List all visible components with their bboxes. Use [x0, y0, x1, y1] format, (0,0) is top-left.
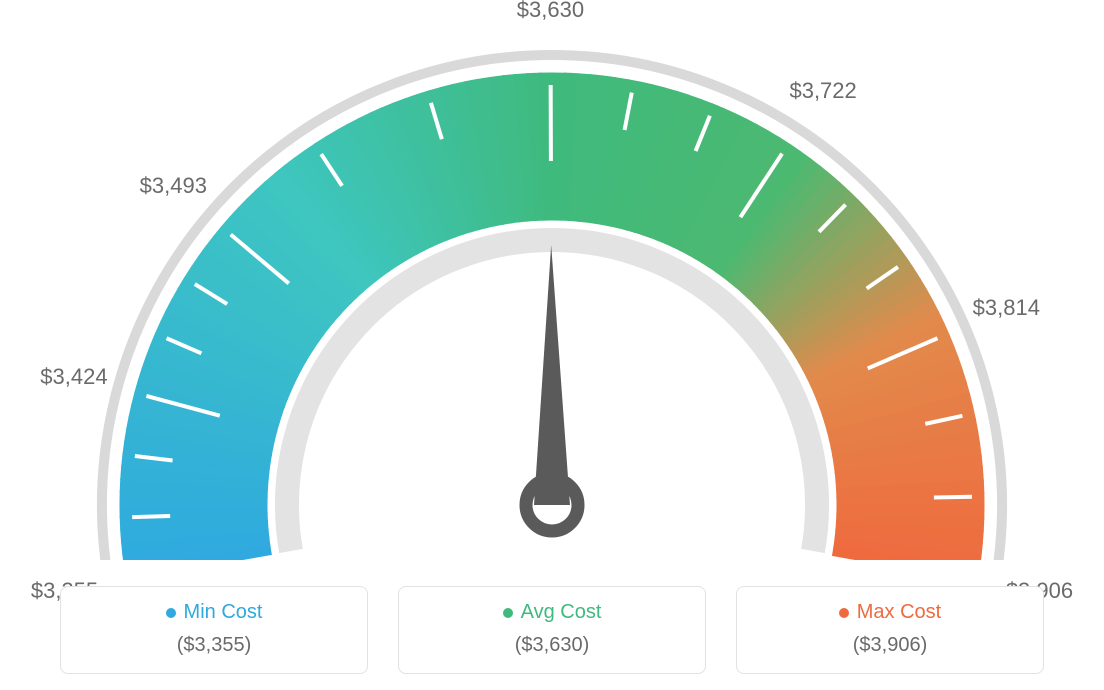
gauge-tick-label: $3,814: [973, 295, 1040, 321]
legend-label-min: Min Cost: [184, 601, 263, 623]
gauge-chart: $3,355$3,424$3,493$3,630$3,722$3,814$3,9…: [0, 0, 1104, 690]
legend-dot-avg: [503, 608, 513, 618]
legend-value-min: ($3,355): [71, 634, 357, 657]
gauge-tick-label: $3,493: [140, 173, 207, 199]
legend-title-min: Min Cost: [71, 601, 357, 624]
gauge-tick-label: $3,630: [517, 0, 584, 23]
legend-card-min: Min Cost ($3,355): [60, 586, 368, 674]
legend-dot-max: [839, 608, 849, 618]
gauge-tick-label: $3,722: [789, 78, 856, 104]
legend-card-avg: Avg Cost ($3,630): [398, 586, 706, 674]
gauge-svg: [0, 0, 1104, 560]
legend-title-max: Max Cost: [747, 601, 1033, 624]
legend-value-avg: ($3,630): [409, 634, 695, 657]
gauge-area: $3,355$3,424$3,493$3,630$3,722$3,814$3,9…: [0, 0, 1104, 560]
legend-label-avg: Avg Cost: [521, 601, 602, 623]
legend-value-max: ($3,906): [747, 634, 1033, 657]
legend-row: Min Cost ($3,355) Avg Cost ($3,630) Max …: [0, 586, 1104, 674]
legend-label-max: Max Cost: [857, 601, 941, 623]
legend-dot-min: [166, 608, 176, 618]
gauge-tick-label: $3,424: [40, 364, 107, 390]
legend-card-max: Max Cost ($3,906): [736, 586, 1044, 674]
legend-title-avg: Avg Cost: [409, 601, 695, 624]
